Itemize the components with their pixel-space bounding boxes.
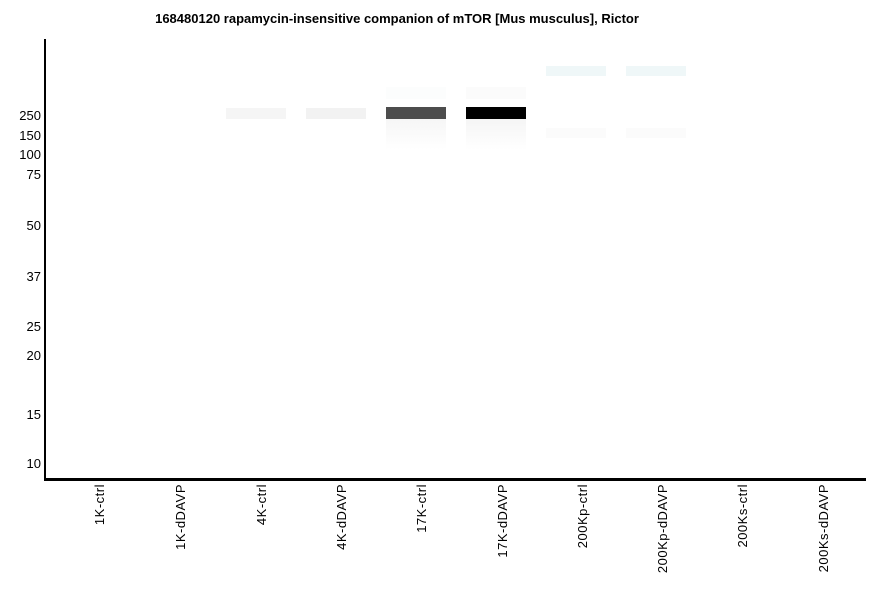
x-lane-label-4K-ctrl: 4K-ctrl bbox=[254, 484, 269, 526]
x-lane-label-1K-dDAVP: 1K-dDAVP bbox=[173, 484, 188, 550]
blot-band-17K-ctrl bbox=[386, 87, 446, 99]
blot-band-4K-ctrl bbox=[226, 108, 286, 119]
y-axis-tick-label-15: 15 bbox=[26, 407, 41, 422]
y-axis-tick-label-20: 20 bbox=[26, 348, 41, 363]
y-axis-tick-label-250: 250 bbox=[19, 108, 41, 123]
x-lane-label-200Ks-ctrl: 200Ks-ctrl bbox=[735, 484, 750, 548]
figure-title: 168480120 rapamycin-insensitive companio… bbox=[155, 11, 639, 26]
y-axis-tick-label-150: 150 bbox=[19, 128, 41, 143]
x-lane-label-200Kp-dDAVP: 200Kp-dDAVP bbox=[655, 484, 670, 574]
blot-band-17K-ctrl bbox=[386, 107, 446, 119]
x-lane-label-4K-dDAVP: 4K-dDAVP bbox=[334, 484, 349, 550]
x-axis-line bbox=[44, 478, 866, 481]
y-axis-tick-label-25: 25 bbox=[26, 319, 41, 334]
blot-band-17K-ctrl bbox=[386, 119, 446, 150]
y-axis-tick-label-10: 10 bbox=[26, 456, 41, 471]
plot-area bbox=[46, 39, 866, 478]
blot-band-200Kp-ctrl bbox=[546, 128, 606, 138]
blot-band-17K-dDAVP bbox=[466, 107, 526, 119]
y-axis-tick-label-37: 37 bbox=[26, 269, 41, 284]
x-lane-label-17K-ctrl: 17K-ctrl bbox=[414, 484, 429, 533]
blot-band-200Kp-ctrl bbox=[546, 66, 606, 76]
y-axis-line bbox=[44, 39, 46, 481]
x-lane-label-1K-ctrl: 1K-ctrl bbox=[92, 484, 107, 526]
blot-band-200Kp-dDAVP bbox=[626, 128, 686, 138]
blot-band-200Kp-dDAVP bbox=[626, 66, 686, 76]
x-lane-label-17K-dDAVP: 17K-dDAVP bbox=[495, 484, 510, 558]
blot-band-17K-dDAVP bbox=[466, 119, 526, 150]
blot-band-17K-dDAVP bbox=[466, 87, 526, 99]
x-lane-label-200Ks-dDAVP: 200Ks-dDAVP bbox=[816, 484, 831, 573]
y-axis-tick-label-75: 75 bbox=[26, 167, 41, 182]
y-axis-tick-label-100: 100 bbox=[19, 147, 41, 162]
y-axis-tick-label-50: 50 bbox=[26, 218, 41, 233]
x-lane-label-200Kp-ctrl: 200Kp-ctrl bbox=[575, 484, 590, 549]
blot-band-4K-dDAVP bbox=[306, 108, 366, 119]
